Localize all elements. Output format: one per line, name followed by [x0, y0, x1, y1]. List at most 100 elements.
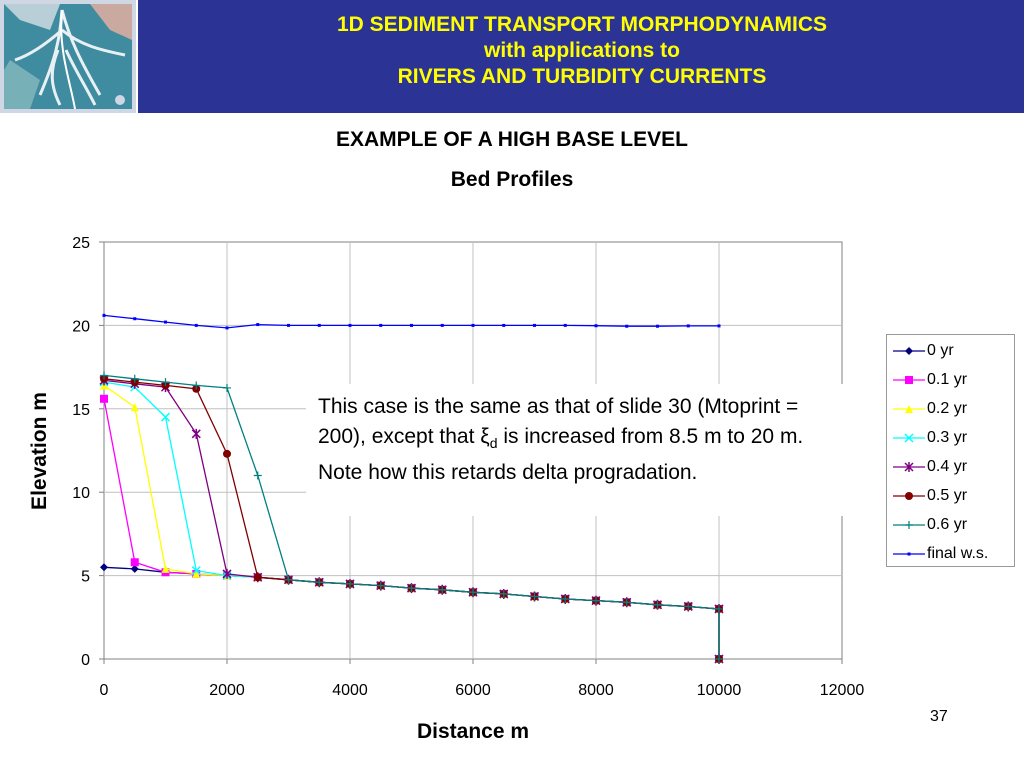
legend-swatch [893, 462, 925, 472]
x-tick-label: 2000 [209, 682, 245, 699]
x-tick-label: 0 [100, 682, 109, 699]
data-point [130, 374, 139, 383]
data-point [160, 412, 171, 422]
data-point [133, 317, 137, 321]
legend-marker [905, 405, 913, 413]
legend-swatch [893, 552, 925, 556]
legend-marker [905, 492, 913, 500]
x-tick-label: 6000 [455, 682, 491, 699]
chart-legend: 0 yr 0.1 yr 0.2 yr 0.3 yr 0.4 yr 0.5 yr 0.6 yr… [886, 334, 1015, 567]
data-point [561, 594, 570, 603]
data-point [161, 564, 170, 573]
x-tick-label: 8000 [578, 682, 614, 699]
x-tick-label: 12000 [820, 682, 865, 699]
legend-marker [905, 376, 913, 384]
data-point [130, 403, 139, 412]
y-axis-title: Elevation m [28, 392, 51, 510]
data-point [100, 381, 108, 390]
data-point [656, 324, 659, 328]
data-point [438, 585, 447, 594]
y-tick-label: 0 [81, 652, 90, 669]
data-point [100, 563, 108, 572]
data-point [348, 323, 352, 327]
data-point [502, 323, 506, 327]
data-point [379, 323, 383, 327]
legend-swatch [893, 521, 925, 529]
data-point [191, 428, 201, 439]
data-point [130, 564, 139, 573]
legend-marker [904, 462, 914, 472]
x-axis-title: Distance m [417, 720, 529, 743]
data-point [622, 598, 631, 607]
legend-swatch [893, 376, 925, 384]
legend-label: 0.6 yr [927, 516, 968, 533]
legend-item: 0.3 yr [887, 428, 1014, 448]
legend-item: 0.4 yr [887, 457, 1014, 477]
data-point [253, 471, 262, 480]
note-text-part2: is increased from 8.5 m to 20 m. Note ho… [318, 425, 804, 485]
x-tick-label: 4000 [332, 682, 368, 699]
delta-logo-image [0, 0, 138, 113]
page-number: 37 [930, 708, 948, 725]
data-point [161, 378, 170, 387]
data-point [253, 573, 262, 582]
header-line-1: 1D SEDIMENT TRANSPORT MORPHODYNAMICS [336, 13, 828, 36]
legend-marker [905, 347, 913, 355]
slide-title: EXAMPLE OF A HIGH BASE LEVEL [336, 128, 688, 151]
legend-swatch [893, 433, 925, 443]
legend-item: 0.6 yr [887, 515, 1014, 535]
data-point [130, 558, 139, 567]
xi-subscript: d [489, 435, 498, 452]
data-point [223, 449, 231, 458]
data-point [346, 579, 354, 588]
data-point [225, 326, 229, 330]
data-point [686, 324, 690, 328]
legend-label: 0.2 yr [927, 400, 968, 417]
legend-label: 0.4 yr [927, 458, 968, 475]
legend-marker [904, 433, 914, 443]
data-point [471, 323, 475, 327]
legend-swatch [893, 405, 925, 413]
data-point [625, 324, 629, 328]
legend-label: final w.s. [927, 545, 989, 562]
data-point [715, 655, 723, 663]
legend-item: 0.1 yr [887, 370, 1014, 390]
data-point [222, 568, 232, 579]
data-point [499, 589, 508, 598]
data-point [317, 323, 321, 327]
data-point [594, 324, 598, 328]
slide-header: 1D SEDIMENT TRANSPORT MORPHODYNAMICS wit… [0, 0, 1024, 116]
header-title: 1D SEDIMENT TRANSPORT MORPHODYNAMICS wit… [140, 12, 1024, 90]
data-point [407, 584, 416, 593]
data-point [100, 394, 108, 403]
data-point [192, 381, 201, 390]
y-tick-label: 15 [72, 402, 90, 419]
series-0-6-yr [100, 371, 723, 663]
series-line [103, 374, 720, 659]
legend-item: 0.2 yr [887, 399, 1014, 419]
legend-swatch [893, 492, 925, 500]
data-point [592, 596, 600, 605]
data-point [410, 323, 413, 327]
data-point [440, 323, 444, 327]
data-point [194, 323, 198, 327]
data-point [164, 320, 167, 324]
header-line-3: RIVERS AND TURBIDITY CURRENTS [397, 65, 767, 88]
header-line-2: with applications to [483, 39, 680, 62]
data-point [191, 566, 201, 576]
y-tick-label: 25 [72, 235, 90, 252]
legend-item: 0 yr [887, 341, 1014, 361]
x-tick-label: 10000 [697, 682, 742, 699]
data-point [284, 575, 293, 584]
legend-swatch [893, 347, 925, 355]
legend-label: 0.1 yr [927, 371, 968, 388]
data-point [192, 569, 201, 578]
legend-item: final w.s. [887, 544, 1014, 564]
data-point [100, 371, 108, 380]
legend-marker [905, 521, 913, 529]
data-point [533, 323, 536, 327]
data-point [315, 578, 324, 587]
data-point [256, 323, 260, 327]
note-textbox: This case is the same as that of slide 3… [306, 384, 854, 516]
legend-label: 0.3 yr [927, 429, 968, 446]
